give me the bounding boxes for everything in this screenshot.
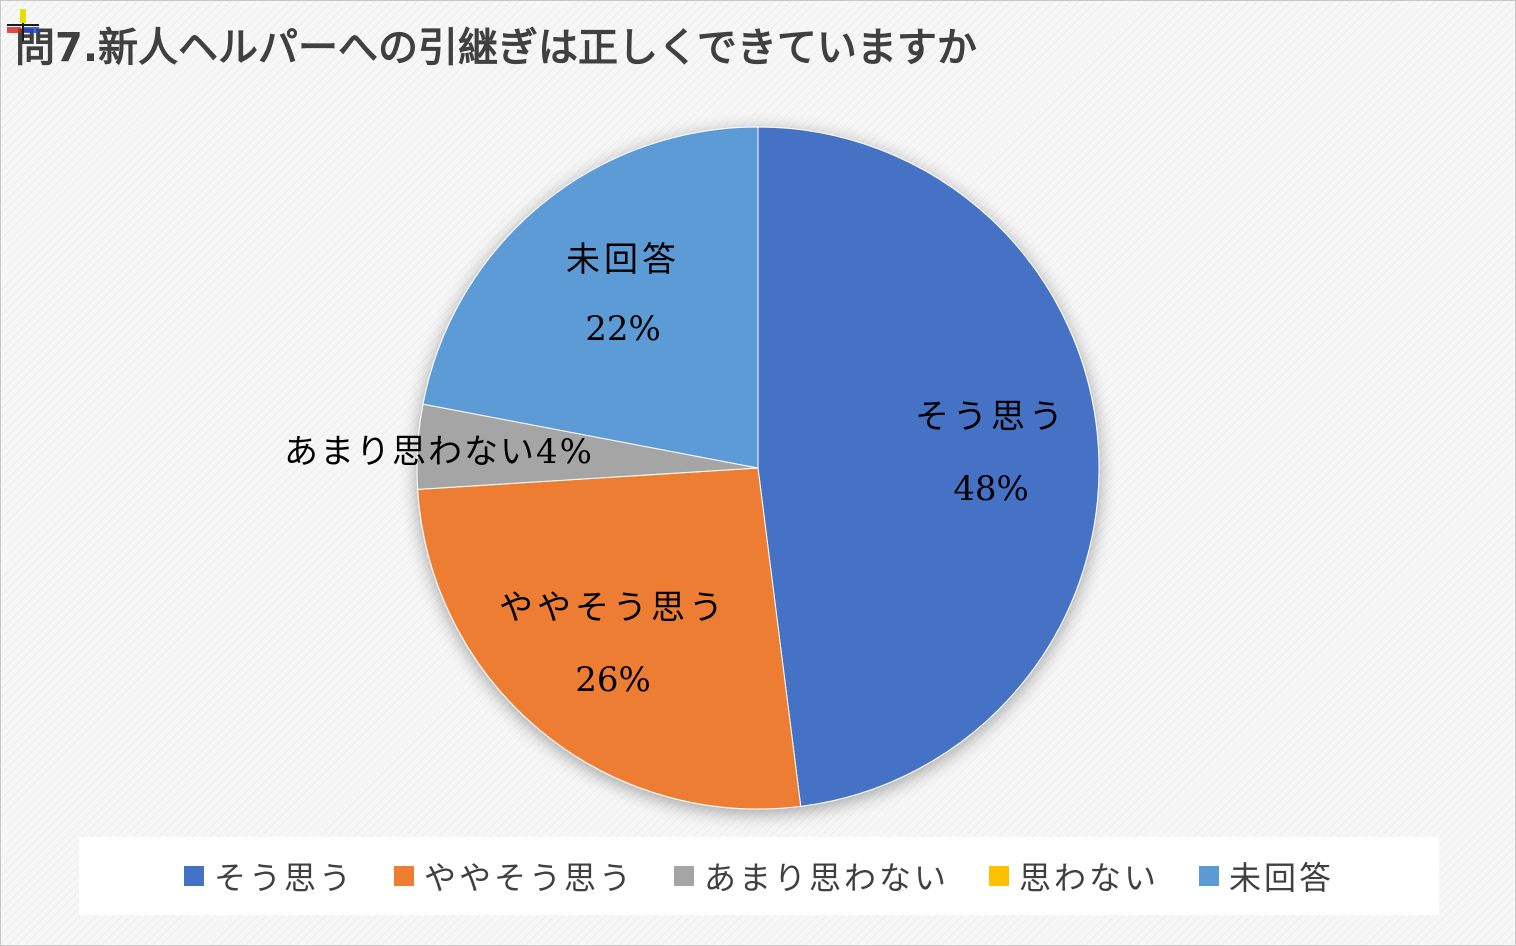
slice-category-value-label: あまり思わない4% [284, 432, 594, 472]
slice-category-label: ややそう思う [499, 588, 727, 628]
slice-category-label: そう思う [915, 397, 1067, 437]
legend-swatch [1199, 866, 1220, 886]
legend-item: そう思う [183, 853, 354, 899]
slice-value-label: 22% [585, 309, 661, 349]
legend-label: あまり思わない [703, 859, 949, 897]
slice-value-label: 26% [575, 660, 651, 700]
legend-item: 思わない [989, 853, 1159, 899]
pie-slice-5 [422, 126, 759, 469]
legend-item: ややそう思う [393, 853, 634, 899]
legend-swatch [989, 866, 1009, 886]
move-cursor-icon [7, 9, 39, 41]
legend-label: 未回答 [1229, 859, 1335, 897]
legend-swatch [183, 866, 204, 886]
chart-title: 問7.新人ヘルパーへの引継ぎは正しくできていますか [15, 25, 977, 71]
pie-slice-2 [417, 467, 802, 810]
legend-item: 未回答 [1199, 853, 1334, 899]
legend-swatch [673, 866, 694, 886]
pie-slice-1 [757, 126, 1100, 807]
legend-item: あまり思わない [673, 853, 949, 899]
legend: そう思う ややそう思う あまり思わない 思わない 未回答 [79, 837, 1439, 915]
legend-label: ややそう思う [423, 859, 634, 897]
slice-value-label: 48% [953, 469, 1029, 509]
legend-label: そう思う [213, 859, 354, 897]
slice-category-label: 未回答 [566, 240, 680, 280]
legend-label: 思わない [1019, 859, 1160, 897]
legend-swatch [393, 866, 414, 886]
